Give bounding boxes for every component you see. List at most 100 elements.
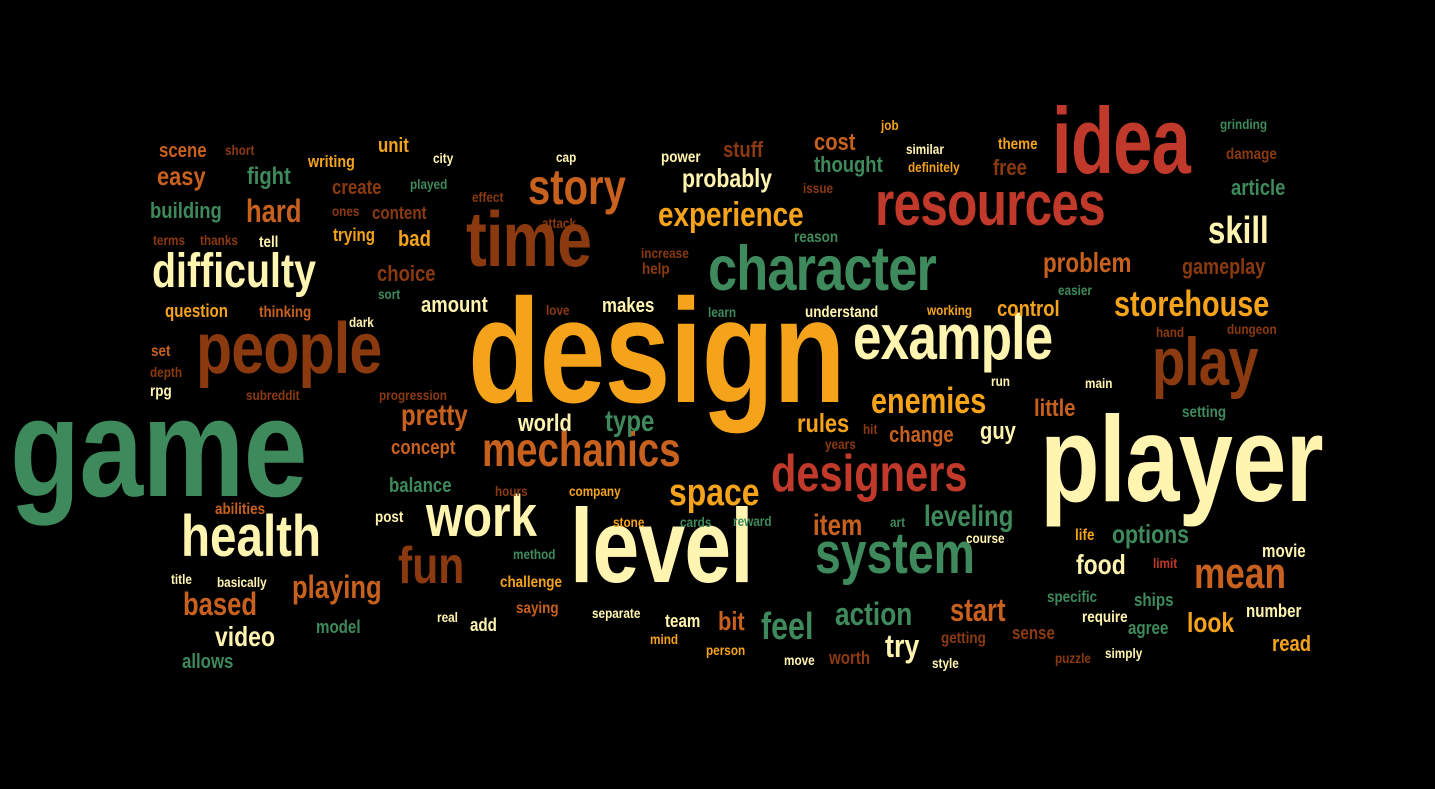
- cloud-word: agree: [1128, 618, 1169, 638]
- cloud-word: hand: [1156, 324, 1185, 340]
- cloud-word: little: [1034, 395, 1076, 422]
- cloud-word: title: [171, 571, 192, 587]
- cloud-word: stuff: [723, 137, 764, 162]
- cloud-word: team: [665, 611, 701, 631]
- cloud-word: dungeon: [1227, 321, 1277, 337]
- cloud-word: run: [991, 373, 1010, 389]
- cloud-word: style: [932, 655, 959, 671]
- cloud-word: move: [784, 652, 815, 668]
- cloud-word: terms: [153, 232, 186, 248]
- cloud-word: resources: [875, 170, 1106, 239]
- cloud-word: cost: [814, 129, 856, 156]
- cloud-word: puzzle: [1055, 650, 1091, 666]
- cloud-word: help: [642, 261, 670, 278]
- cloud-word: system: [815, 521, 975, 586]
- cloud-word: trying: [333, 225, 376, 245]
- cloud-word: worth: [829, 648, 871, 668]
- cloud-word: mind: [650, 631, 679, 647]
- cloud-word: add: [470, 615, 497, 635]
- cloud-word: idea: [1052, 88, 1191, 193]
- cloud-word: action: [835, 596, 913, 632]
- cloud-word: content: [372, 203, 427, 223]
- cloud-word: fight: [247, 163, 291, 190]
- cloud-word: rpg: [150, 383, 172, 400]
- cloud-word: writing: [308, 152, 355, 171]
- cloud-word: character: [708, 234, 937, 304]
- cloud-word: time: [466, 195, 592, 283]
- cloud-word: bad: [398, 226, 431, 251]
- cloud-word: question: [165, 301, 228, 321]
- cloud-word: reason: [794, 229, 839, 246]
- cloud-word: playing: [292, 569, 382, 605]
- cloud-word: example: [853, 301, 1053, 373]
- cloud-word: allows: [182, 651, 234, 673]
- cloud-word: change: [889, 422, 954, 447]
- cloud-word: issue: [803, 180, 834, 196]
- cloud-word: difficulty: [152, 245, 316, 298]
- cloud-word: level: [570, 488, 754, 605]
- cloud-word: rules: [797, 408, 850, 438]
- cloud-word: reward: [733, 513, 772, 529]
- cloud-word: fun: [398, 537, 465, 595]
- cloud-word: getting: [941, 630, 986, 647]
- cloud-word: try: [885, 628, 920, 664]
- cloud-word: unit: [378, 135, 409, 157]
- cloud-word: food: [1076, 549, 1126, 580]
- cloud-word: challenge: [500, 574, 563, 591]
- cloud-word: saying: [516, 600, 559, 617]
- cloud-word: video: [215, 621, 275, 652]
- cloud-word: item: [813, 509, 863, 542]
- cloud-word: mechanics: [482, 424, 681, 477]
- cloud-word: ones: [332, 203, 360, 219]
- cloud-word: play: [1152, 324, 1258, 400]
- cloud-word: separate: [592, 605, 641, 621]
- cloud-word: hard: [246, 193, 302, 229]
- cloud-word: based: [183, 586, 257, 622]
- cloud-word: guy: [980, 418, 1016, 445]
- cloud-word: simply: [1105, 645, 1143, 661]
- cloud-word: years: [825, 436, 856, 452]
- cloud-word: thought: [814, 152, 883, 177]
- cloud-word: progression: [379, 387, 447, 403]
- cloud-word: post: [375, 509, 404, 526]
- cloud-word: thanks: [200, 232, 238, 248]
- cloud-word: work: [426, 484, 538, 549]
- cloud-word: choice: [377, 261, 436, 286]
- cloud-word: attack: [542, 215, 576, 231]
- cloud-word: model: [316, 617, 361, 637]
- cloud-word: game: [10, 369, 307, 526]
- cloud-word: probably: [682, 163, 773, 193]
- cloud-word: player: [1040, 391, 1324, 527]
- cloud-word: scene: [159, 140, 207, 162]
- cloud-word: power: [661, 149, 701, 166]
- cloud-word: grinding: [1220, 116, 1268, 132]
- cloud-word: love: [546, 302, 570, 318]
- cloud-word: abilities: [215, 501, 266, 518]
- cloud-word: look: [1187, 607, 1235, 638]
- cloud-word: type: [605, 405, 655, 438]
- cloud-word: skill: [1208, 210, 1269, 252]
- cloud-word: world: [518, 410, 572, 437]
- cloud-word: set: [151, 343, 171, 360]
- cloud-word: design: [468, 269, 846, 434]
- cloud-word: leveling: [924, 500, 1014, 533]
- cloud-word: depth: [150, 364, 183, 380]
- cloud-word: hit: [863, 421, 878, 437]
- cloud-word: damage: [1226, 146, 1277, 163]
- cloud-word: short: [225, 142, 255, 158]
- cloud-word: pretty: [401, 399, 468, 432]
- cloud-word: read: [1272, 631, 1312, 656]
- cloud-word: main: [1085, 375, 1113, 391]
- cloud-word: enemies: [871, 380, 987, 421]
- cloud-word: subreddit: [246, 387, 300, 403]
- cloud-word: limit: [1153, 555, 1178, 571]
- cloud-word: definitely: [908, 159, 960, 175]
- cloud-word: mean: [1194, 549, 1286, 598]
- cloud-word: story: [528, 159, 626, 215]
- cloud-word: method: [513, 546, 556, 562]
- cloud-word: job: [881, 117, 899, 133]
- cloud-word: tell: [259, 234, 279, 251]
- cloud-word: played: [410, 176, 448, 192]
- cloud-word: cap: [556, 149, 577, 165]
